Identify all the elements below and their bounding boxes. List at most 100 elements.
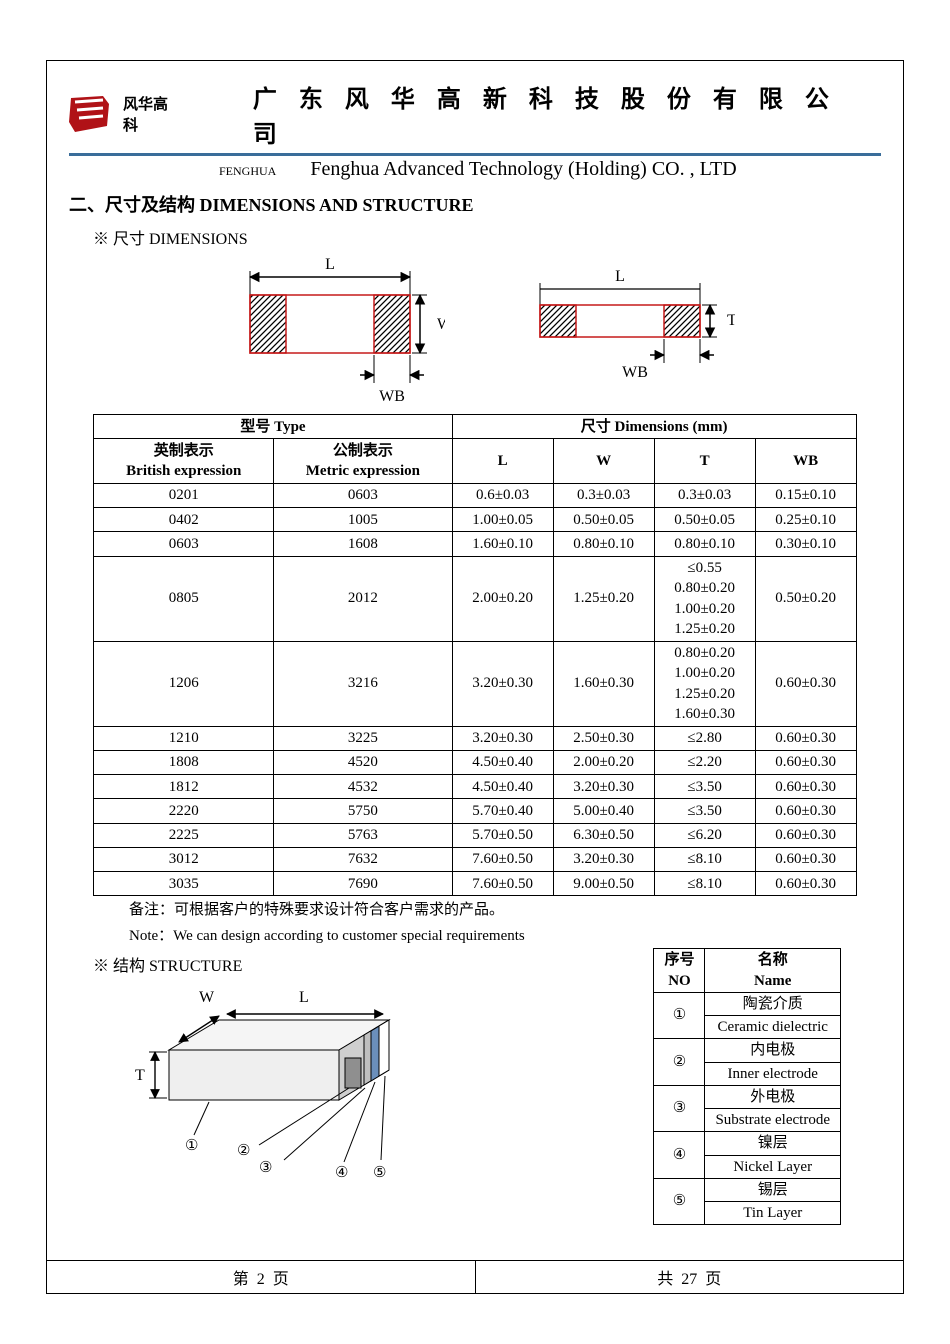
svg-text:③: ③ [259, 1160, 272, 1176]
table-cell: 1.60±0.30 [553, 641, 654, 726]
table-cell: 3216 [274, 641, 453, 726]
table-row: 180845204.50±0.402.00±0.20≤2.200.60±0.30 [94, 750, 856, 774]
table-cell: 0603 [274, 483, 453, 507]
table-cell: 0402 [94, 508, 274, 532]
st-name-en: Inner electrode [705, 1062, 841, 1085]
table-cell: 1812 [94, 775, 274, 799]
svg-text:⑤: ⑤ [373, 1165, 386, 1181]
logo [69, 96, 113, 132]
th-dims: 尺寸 Dimensions (mm) [452, 415, 856, 439]
table-cell: 3035 [94, 872, 274, 896]
table-cell: 5.70±0.40 [452, 799, 553, 823]
table-cell: 6.30±0.50 [553, 823, 654, 847]
table-cell: 0.80±0.10 [553, 532, 654, 556]
table-cell: 1210 [94, 726, 274, 750]
table-cell: 0.60±0.30 [755, 872, 856, 896]
st-no: ④ [654, 1132, 705, 1179]
table-cell: 1206 [94, 641, 274, 726]
svg-text:①: ① [185, 1138, 198, 1154]
svg-text:W: W [199, 989, 215, 1006]
svg-text:L: L [299, 989, 309, 1006]
table-cell: 7632 [274, 847, 453, 871]
table-cell: ≤3.50 [654, 799, 755, 823]
table-row: 301276327.60±0.503.20±0.30≤8.100.60±0.30 [94, 847, 856, 871]
table-row: ②内电极 [654, 1039, 841, 1062]
table-row: ④镍层 [654, 1132, 841, 1155]
st-no: ③ [654, 1085, 705, 1132]
remark-cn: 备注：可根据客户的特殊要求设计符合客户需求的产品。 [129, 898, 881, 922]
table-row: ③外电极 [654, 1085, 841, 1108]
st-no: ① [654, 992, 705, 1039]
table-cell: 0.3±0.03 [654, 483, 755, 507]
th-type: 型号 Type [94, 415, 452, 439]
table-cell: 4532 [274, 775, 453, 799]
table-cell: 1.00±0.05 [452, 508, 553, 532]
st-name-en: Substrate electrode [705, 1109, 841, 1132]
label-WB: WB [379, 388, 405, 405]
table-row: ①陶瓷介质 [654, 992, 841, 1015]
brand-en: FENGHUA [219, 164, 276, 179]
table-cell: 2.50±0.30 [553, 726, 654, 750]
table-cell: 0.60±0.30 [755, 847, 856, 871]
table-cell: 0.60±0.30 [755, 750, 856, 774]
table-cell: ≤0.55 0.80±0.20 1.00±0.20 1.25±0.20 [654, 556, 755, 641]
table-cell: 7.60±0.50 [452, 872, 553, 896]
table-cell: 7.60±0.50 [452, 847, 553, 871]
table-cell: 1.60±0.10 [452, 532, 553, 556]
st-name-head: 名称Name [705, 949, 841, 993]
company-name-cn: 广 东 风 华 高 新 科 技 股 份 有 限 公 司 [253, 79, 881, 149]
st-name-cn: 锡层 [705, 1178, 841, 1201]
table-cell: 0.25±0.10 [755, 508, 856, 532]
table-cell: ≤2.20 [654, 750, 755, 774]
table-cell: 1.25±0.20 [553, 556, 654, 641]
table-row: 040210051.00±0.050.50±0.050.50±0.050.25±… [94, 508, 856, 532]
table-cell: 4520 [274, 750, 453, 774]
brand-cn: 风华高科 [123, 93, 183, 135]
remark-en: Note：We can design according to customer… [129, 924, 881, 948]
page-footer: 第 2 页 共 27 页 [47, 1260, 903, 1293]
st-no-head: 序号NO [654, 949, 705, 993]
th-T: T [654, 439, 755, 484]
table-cell: 0.60±0.30 [755, 775, 856, 799]
th-british: 英制表示British expression [94, 439, 274, 484]
table-cell: 0.60±0.30 [755, 799, 856, 823]
table-cell: 0.50±0.20 [755, 556, 856, 641]
header-sub-row: FENGHUA Fenghua Advanced Technology (Hol… [69, 158, 881, 181]
table-cell: 2012 [274, 556, 453, 641]
company-name-en: Fenghua Advanced Technology (Holding) CO… [310, 158, 736, 181]
dimension-diagrams: L W WB [69, 255, 881, 410]
table-cell: 2220 [94, 799, 274, 823]
blue-divider [69, 153, 881, 156]
table-cell: 4.50±0.40 [452, 775, 553, 799]
header-row: 风华高科 广 东 风 华 高 新 科 技 股 份 有 限 公 司 [69, 61, 881, 149]
label-L-2: L [615, 268, 625, 285]
table-row: 120632163.20±0.301.60±0.300.80±0.20 1.00… [94, 641, 856, 726]
svg-text:④: ④ [335, 1165, 348, 1181]
table-cell: 3.20±0.30 [452, 641, 553, 726]
table-cell: 1005 [274, 508, 453, 532]
svg-text:T: T [135, 1067, 145, 1084]
diagram-side-view: L T WB [505, 255, 735, 410]
table-cell: 1608 [274, 532, 453, 556]
st-name-cn: 外电极 [705, 1085, 841, 1108]
st-name-en: Ceramic dielectric [705, 1016, 841, 1039]
table-cell: 0.60±0.30 [755, 823, 856, 847]
th-L: L [452, 439, 553, 484]
footer-page: 第 2 页 [47, 1261, 476, 1293]
table-cell: 3.20±0.30 [553, 847, 654, 871]
table-row: 222557635.70±0.506.30±0.50≤6.200.60±0.30 [94, 823, 856, 847]
table-row: 080520122.00±0.201.25±0.20≤0.55 0.80±0.2… [94, 556, 856, 641]
table-cell: 0.6±0.03 [452, 483, 553, 507]
dimensions-heading: ※ 尺寸 DIMENSIONS [93, 225, 881, 249]
st-name-cn: 陶瓷介质 [705, 992, 841, 1015]
table-cell: 4.50±0.40 [452, 750, 553, 774]
st-name-en: Tin Layer [705, 1202, 841, 1225]
table-cell: 2225 [94, 823, 274, 847]
table-cell: ≤6.20 [654, 823, 755, 847]
table-cell: 0603 [94, 532, 274, 556]
th-W: W [553, 439, 654, 484]
table-cell: 3012 [94, 847, 274, 871]
table-cell: ≤2.80 [654, 726, 755, 750]
table-row: 020106030.6±0.030.3±0.030.3±0.030.15±0.1… [94, 483, 856, 507]
st-no: ⑤ [654, 1178, 705, 1225]
